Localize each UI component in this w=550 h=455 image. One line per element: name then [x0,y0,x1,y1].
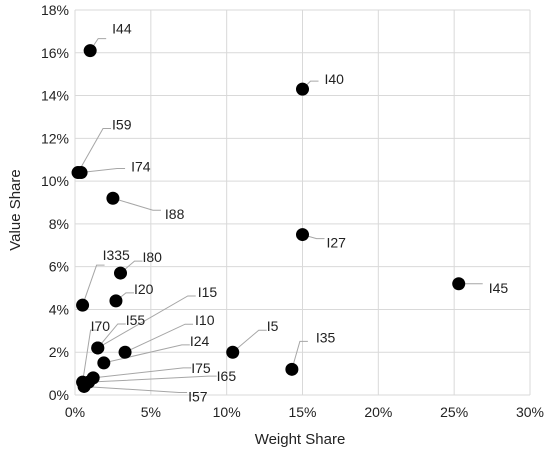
y-tick-label: 18% [41,2,69,18]
leader-line [291,340,308,370]
data-point [118,345,132,359]
point-label: I335 [103,247,130,263]
data-point [109,294,123,308]
point-label: I75 [191,360,211,376]
point-label: I74 [131,159,151,175]
y-tick-label: 14% [41,88,69,104]
point-label: I20 [134,281,154,297]
leader-line [93,367,192,379]
point-label: I88 [165,206,185,222]
point-label: I65 [217,368,237,384]
point-label: I24 [190,333,210,349]
leader-line [81,168,126,174]
x-axis-title: Weight Share [255,431,346,448]
y-tick-label: 0% [49,387,69,403]
leader-line [112,197,161,211]
data-point [77,379,91,393]
leader-line [97,323,126,349]
y-axis-title: Value Share [7,169,24,250]
data-point [285,362,299,376]
point-label: I27 [327,235,347,251]
point-label: I70 [91,318,111,334]
leader-line [84,385,188,393]
gridlines [74,9,531,396]
data-point [452,277,466,291]
point-label: I5 [267,318,279,334]
leader-line [82,264,105,306]
leader-line [77,128,112,173]
data-point [91,341,105,355]
data-point [114,266,127,280]
leader-line [103,344,190,364]
y-tick-label: 4% [49,301,69,317]
x-tick-label: 0% [65,404,85,420]
x-tick-label: 10% [213,404,241,420]
point-label: I35 [316,329,336,345]
y-axis-tick-labels: 0% 2% 4% 6% 8% 10% 12% 14% 16% 18% [41,2,69,403]
leader-line [124,323,194,353]
y-tick-label: 10% [41,173,69,189]
x-tick-label: 15% [288,404,316,420]
data-points [71,44,466,393]
x-tick-label: 30% [516,404,544,420]
y-tick-label: 16% [41,45,69,61]
data-point [296,228,309,242]
y-tick-label: 6% [49,259,69,275]
data-point [106,191,120,205]
point-label: I44 [112,21,132,37]
data-point [97,356,111,370]
data-point [296,82,309,96]
leader-line [232,329,267,353]
x-tick-label: 20% [364,404,392,420]
label-leader-lines [77,38,483,393]
point-label: I10 [195,312,215,328]
point-label: I55 [126,312,146,328]
y-tick-label: 2% [49,344,69,360]
point-labels: I44 I40 I59 I74 I88 I27 I335 I80 I20 I45 I15 I55 I70… [91,21,509,405]
point-label: I40 [325,71,345,87]
point-label: I59 [112,117,132,133]
data-point [83,44,97,58]
x-tick-label: 5% [141,404,161,420]
y-tick-label: 12% [41,130,69,146]
point-label: I15 [198,284,218,300]
leader-line [97,295,196,349]
point-label: I80 [143,249,163,265]
leader-line [82,329,99,383]
data-point [226,345,240,359]
point-label: I57 [188,388,208,404]
data-point [74,166,88,180]
y-tick-label: 8% [49,216,69,232]
leader-line [88,375,217,383]
x-axis-tick-labels: 0% 5% 10% 15% 20% 25% 30% [65,404,544,420]
data-point [76,298,90,312]
x-tick-label: 25% [440,404,468,420]
point-label: I45 [489,280,509,296]
